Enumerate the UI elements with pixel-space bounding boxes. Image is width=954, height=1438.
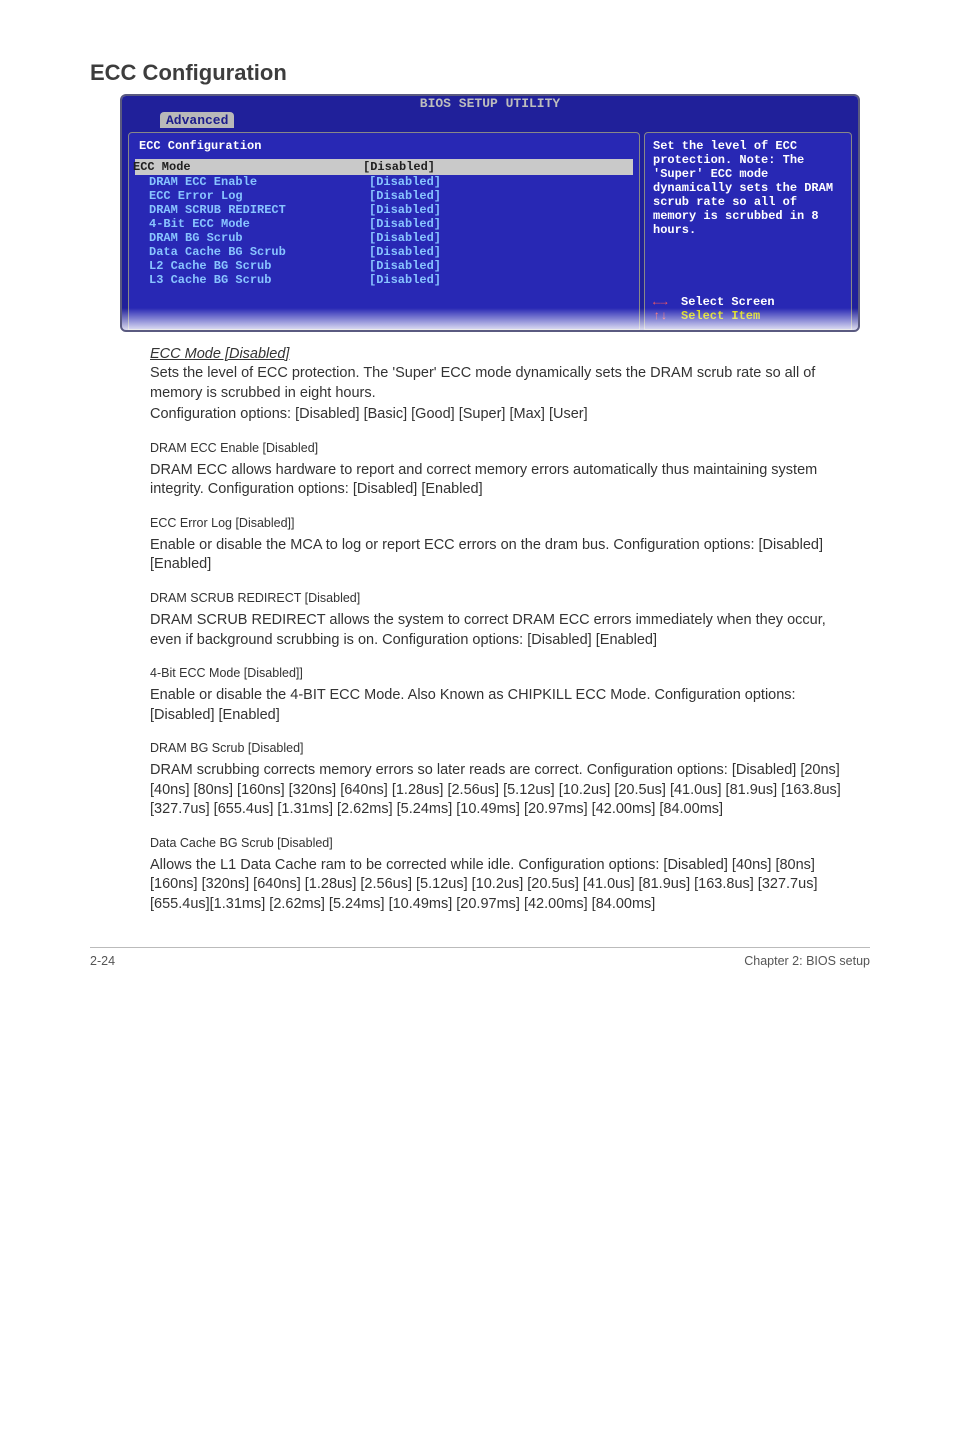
- bios-titlebar: BIOS SETUP UTILITY: [122, 96, 858, 112]
- bios-row-label: ECC Mode: [133, 160, 363, 174]
- bios-row-value: [Disabled]: [369, 245, 441, 259]
- bios-left-panel: ECC Configuration ECC Mode [Disabled] DR…: [128, 132, 640, 330]
- section-title: ECC Configuration: [90, 60, 864, 86]
- bios-row[interactable]: L3 Cache BG Scrub[Disabled]: [139, 273, 629, 287]
- bios-row-value: [Disabled]: [369, 231, 441, 245]
- bios-row-label: DRAM ECC Enable: [149, 175, 369, 189]
- tab-advanced[interactable]: Advanced: [160, 112, 234, 128]
- content-area: ECC Mode [Disabled] Sets the level of EC…: [150, 346, 850, 915]
- bios-row-value: [Disabled]: [369, 259, 441, 273]
- bios-row-value: [Disabled]: [369, 203, 441, 217]
- bios-row-value: [Disabled]: [369, 189, 441, 203]
- nav-text-screen: Select Screen: [681, 295, 775, 309]
- sub-item-title: Data Cache BG Scrub [Disabled]: [150, 836, 850, 850]
- footer-left: 2-24: [90, 954, 115, 968]
- sub-item-body: Enable or disable the MCA to log or repo…: [150, 536, 850, 575]
- footer-right: Chapter 2: BIOS setup: [744, 954, 870, 968]
- bios-row-label: L2 Cache BG Scrub: [149, 259, 369, 273]
- sub-item-title: DRAM SCRUB REDIRECT [Disabled]: [150, 591, 850, 605]
- bios-row-value: [Disabled]: [363, 160, 435, 174]
- bios-row[interactable]: DRAM SCRUB REDIRECT[Disabled]: [139, 203, 629, 217]
- main-item-p1: Sets the level of ECC protection. The 'S…: [150, 364, 850, 403]
- bios-row[interactable]: 4-Bit ECC Mode[Disabled]: [139, 217, 629, 231]
- bios-left-header: ECC Configuration: [139, 139, 629, 153]
- sub-item-body: DRAM ECC allows hardware to report and c…: [150, 461, 850, 500]
- bios-window: BIOS SETUP UTILITY Advanced ECC Configur…: [120, 94, 860, 332]
- sub-item-title: DRAM ECC Enable [Disabled]: [150, 441, 850, 455]
- sub-item-title: DRAM BG Scrub [Disabled]: [150, 741, 850, 755]
- bios-row-label: ECC Error Log: [149, 189, 369, 203]
- main-item-p2: Configuration options: [Disabled] [Basic…: [150, 405, 850, 425]
- sub-item-title: ECC Error Log [Disabled]]: [150, 516, 850, 530]
- bios-help-panel: Set the level of ECC protection. Note: T…: [644, 132, 852, 330]
- bios-row-value: [Disabled]: [369, 273, 441, 287]
- bios-row-label: Data Cache BG Scrub: [149, 245, 369, 259]
- bios-row[interactable]: Data Cache BG Scrub[Disabled]: [139, 245, 629, 259]
- bios-row[interactable]: DRAM ECC Enable[Disabled]: [139, 175, 629, 189]
- bios-row-label: L3 Cache BG Scrub: [149, 273, 369, 287]
- bios-tabbar: Advanced: [122, 112, 858, 130]
- bios-row[interactable]: ECC Error Log[Disabled]: [139, 189, 629, 203]
- bios-row-value: [Disabled]: [369, 175, 441, 189]
- bios-help-text: Set the level of ECC protection. Note: T…: [653, 139, 843, 237]
- bios-body: ECC Configuration ECC Mode [Disabled] DR…: [122, 130, 858, 330]
- nav-text-item: Select Item: [681, 309, 760, 323]
- bios-row-label: 4-Bit ECC Mode: [149, 217, 369, 231]
- main-item-title: ECC Mode [Disabled]: [150, 346, 850, 362]
- arrow-lr-icon: ←→: [653, 295, 681, 309]
- bios-row[interactable]: DRAM BG Scrub[Disabled]: [139, 231, 629, 245]
- bios-row-value: [Disabled]: [369, 217, 441, 231]
- sub-item-body: Allows the L1 Data Cache ram to be corre…: [150, 856, 850, 915]
- bios-row-label: DRAM SCRUB REDIRECT: [149, 203, 369, 217]
- sub-item-body: DRAM scrubbing corrects memory errors so…: [150, 761, 850, 820]
- bios-nav: ←→Select Screen ↑↓Select Item: [653, 295, 843, 323]
- bios-row-label: DRAM BG Scrub: [149, 231, 369, 245]
- sub-item-title: 4-Bit ECC Mode [Disabled]]: [150, 666, 850, 680]
- page-footer: 2-24 Chapter 2: BIOS setup: [90, 947, 870, 968]
- bios-row[interactable]: L2 Cache BG Scrub[Disabled]: [139, 259, 629, 273]
- sub-item-body: Enable or disable the 4-BIT ECC Mode. Al…: [150, 686, 850, 725]
- sub-item-body: DRAM SCRUB REDIRECT allows the system to…: [150, 611, 850, 650]
- bios-selected-row[interactable]: ECC Mode [Disabled]: [135, 159, 633, 175]
- arrow-ud-icon: ↑↓: [653, 309, 681, 323]
